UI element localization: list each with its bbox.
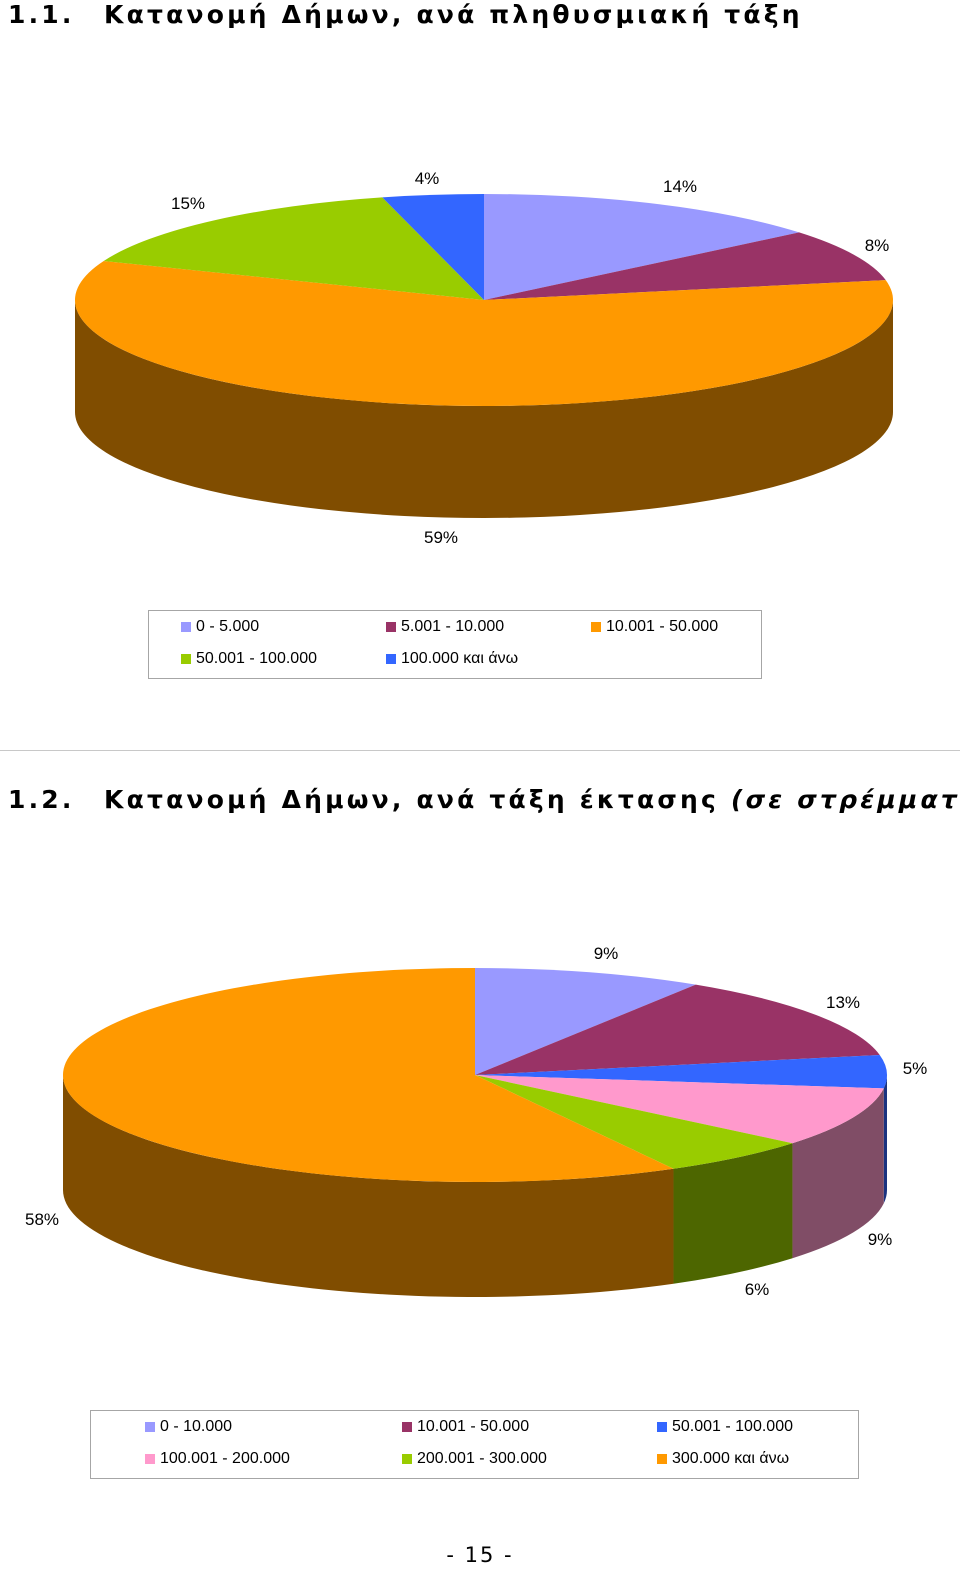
legend-label: 0 - 10.000 — [160, 1418, 233, 1435]
legend-label: 300.000 και άνω — [672, 1450, 790, 1467]
pie-1-data-label-1: 13% — [826, 993, 860, 1012]
pie-1-data-label-3: 9% — [868, 1230, 893, 1249]
legend-label: 50.001 - 100.000 — [196, 650, 317, 667]
pie-1-slice-2-side — [883, 1075, 887, 1204]
legend-label: 10.001 - 50.000 — [606, 618, 719, 635]
legend-swatch — [657, 1454, 667, 1464]
legend-swatch — [386, 622, 396, 632]
legend-swatch — [145, 1422, 155, 1432]
legend-swatch — [591, 622, 601, 632]
population-pie-chart: 14% 8% 59% 15% 4% — [74, 169, 893, 547]
legend-item: 10.001 - 50.000 — [402, 1418, 529, 1436]
area-chart-legend: 0 - 10.000 10.001 - 50.000 50.001 - 100.00… — [90, 1410, 859, 1479]
legend-swatch — [402, 1422, 412, 1432]
legend-label: 100.000 και άνω — [401, 650, 519, 667]
pie-1-slice-5 — [62, 968, 674, 1182]
section-2-number: 1.2. — [8, 785, 75, 814]
pie-1-data-label-4: 6% — [745, 1280, 770, 1299]
legend-item: 0 - 5.000 — [181, 618, 259, 636]
legend-label: 100.001 - 200.000 — [160, 1450, 290, 1467]
pie-0-slice-2 — [74, 260, 893, 407]
legend-swatch — [145, 1454, 155, 1464]
legend-swatch — [402, 1454, 412, 1464]
pie-0-data-label-2: 59% — [424, 528, 458, 547]
pie-0-slice-1 — [484, 232, 886, 300]
legend-item: 0 - 10.000 — [145, 1418, 232, 1436]
legend-item: 300.000 και άνω — [657, 1450, 789, 1468]
legend-swatch — [657, 1422, 667, 1432]
pie-1-slice-3 — [475, 1075, 884, 1144]
pie-0-data-label-3: 15% — [171, 194, 205, 213]
section-2-title-unit: (σε στρέμματα) — [730, 785, 960, 814]
legend-item: 200.001 - 300.000 — [402, 1450, 547, 1468]
pie-1-data-label-2: 5% — [903, 1059, 928, 1078]
pie-0-data-label-0: 14% — [663, 177, 697, 196]
legend-item: 50.001 - 100.000 — [181, 650, 317, 668]
legend-item: 5.001 - 10.000 — [386, 618, 504, 636]
legend-swatch — [386, 654, 396, 664]
population-chart-legend: 0 - 5.000 5.001 - 10.000 10.001 - 50.000 50… — [148, 610, 762, 679]
legend-label: 10.001 - 50.000 — [417, 1418, 530, 1435]
legend-label: 50.001 - 100.000 — [672, 1418, 793, 1435]
pie-1-slice-2 — [475, 1054, 887, 1089]
legend-item: 100.000 και άνω — [386, 650, 518, 668]
pie-1-data-label-5: 58% — [25, 1210, 59, 1229]
area-pie-chart: 9% 13% 5% 9% 6% 58% — [25, 944, 928, 1299]
pie-0-data-label-1: 8% — [865, 236, 890, 255]
pie-1-slice-0 — [475, 968, 696, 1075]
pie-0-data-label-4: 4% — [415, 169, 440, 188]
legend-item: 10.001 - 50.000 — [591, 618, 718, 636]
legend-swatch — [181, 654, 191, 664]
pie-1-slice-1 — [475, 984, 880, 1075]
pie-1-data-label-0: 9% — [594, 944, 619, 963]
legend-item: 50.001 - 100.000 — [657, 1418, 793, 1436]
legend-label: 5.001 - 10.000 — [401, 618, 505, 635]
pie-1-slice-3-side — [792, 1088, 884, 1259]
pie-0-slice-3 — [103, 197, 484, 300]
legend-label: 0 - 5.000 — [196, 618, 260, 635]
section-2-title: 1.2. Κατανομή Δήμων, ανά τάξη έκτασης (σε… — [8, 785, 960, 814]
pie-0-slice-2-side — [75, 300, 893, 518]
pie-1-slice-5-side — [63, 1075, 674, 1297]
section-divider — [0, 750, 960, 751]
pie-0-slice-0 — [484, 194, 800, 300]
section-1-number: 1.1. — [8, 0, 75, 29]
pie-1-slice-4 — [475, 1075, 793, 1169]
legend-label: 200.001 - 300.000 — [417, 1450, 547, 1467]
pie-1-slice-4-side — [673, 1143, 793, 1284]
section-1-title: 1.1. Κατανομή Δήμων, ανά πληθυσμιακή τάξη — [8, 0, 803, 29]
section-1-title-text: Κατανομή Δήμων, ανά πληθυσμιακή τάξη — [104, 0, 803, 29]
section-2-title-text: Κατανομή Δήμων, ανά τάξη έκτασης — [104, 785, 720, 814]
page-number: - 15 - — [446, 1543, 514, 1567]
legend-item: 100.001 - 200.000 — [145, 1450, 290, 1468]
pie-0-slice-4 — [382, 194, 484, 300]
legend-swatch — [181, 622, 191, 632]
